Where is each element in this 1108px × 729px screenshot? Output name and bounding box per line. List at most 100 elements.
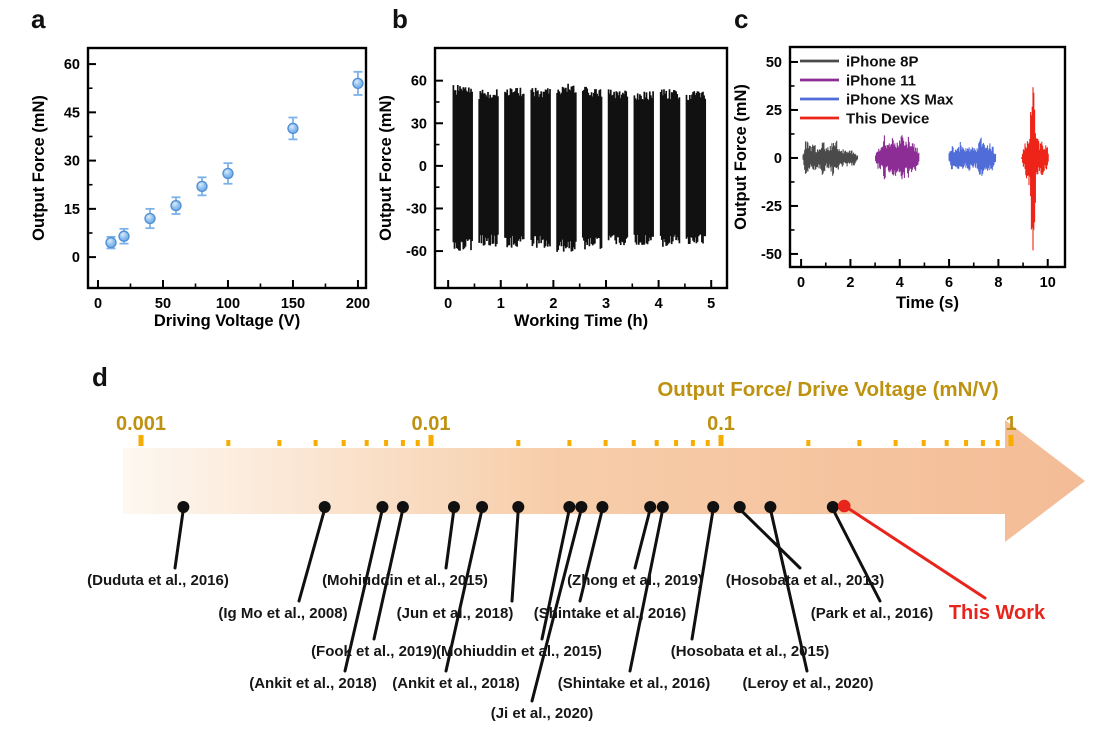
panel-a-y-axis-label: Output Force (mN) (30, 95, 48, 241)
citation-dot (376, 501, 389, 513)
data-point (352, 77, 364, 90)
legend-label: iPhone 8P (846, 54, 919, 71)
leader-lines (173, 505, 987, 703)
panel-c-x-axis-label: Time (s) (896, 294, 959, 312)
svg-text:30: 30 (64, 154, 80, 170)
svg-text:15: 15 (64, 202, 80, 218)
axis-tick-label: 0.1 (707, 413, 735, 435)
svg-text:60: 60 (411, 74, 427, 90)
citation-label: (Mohiuddin et al., 2015) (322, 572, 488, 589)
citation-dot (826, 501, 839, 513)
data-point (222, 167, 234, 180)
svg-text:0: 0 (94, 296, 102, 312)
panel-a-x-axis-label: Driving Voltage (V) (154, 312, 300, 330)
data-point (196, 180, 208, 192)
citation-dot (644, 501, 657, 513)
citation-labels: (Duduta et al., 2016) (Ig Mo et al., 2008… (87, 572, 1046, 722)
svg-text:0: 0 (419, 159, 427, 175)
svg-text:50: 50 (155, 296, 171, 312)
endurance-waveform (452, 83, 707, 252)
trend-arrow-body (123, 448, 1005, 514)
panel-a-frame (86, 46, 368, 290)
svg-text:8: 8 (994, 275, 1002, 291)
svg-text:2: 2 (549, 296, 557, 312)
citation-label: (Ig Mo et al., 2008) (218, 605, 347, 622)
citation-dot (575, 501, 588, 513)
citation-label: (Fook et al., 2019) (311, 643, 437, 660)
axis-tick-label: 1 (1005, 413, 1016, 435)
citation-dot (733, 501, 746, 513)
data-dots (177, 499, 851, 513)
axis-tick-label: 0.01 (412, 413, 451, 435)
citation-dot (318, 501, 331, 513)
svg-text:60: 60 (64, 57, 80, 73)
citation-dot (596, 501, 609, 513)
panel-a-chart: 0 50 100 150 200 0 15 30 45 60 Driving Voltage (V)… (30, 46, 370, 330)
citation-label: (Jun et al., 2018) (397, 605, 514, 622)
panel-label-d: d (92, 362, 108, 392)
citation-label: (Ankit et al., 2018) (392, 675, 520, 692)
citation-label: (Zhong et al., 2019) (567, 572, 703, 589)
this-work-label: This Work (949, 602, 1046, 624)
waveform-iphone-xs-max (948, 137, 997, 176)
waveform-iphone-11 (875, 135, 920, 180)
citation-dot (656, 501, 669, 513)
panel-b-x-axis-label: Working Time (h) (514, 312, 648, 330)
citation-dot (512, 501, 525, 513)
citation-label: (Hosobata et al., 2015) (671, 643, 829, 660)
svg-text:4: 4 (896, 275, 904, 291)
legend-label: iPhone 11 (846, 73, 916, 90)
citation-dot (177, 501, 190, 513)
panel-label-c: c (734, 4, 749, 34)
panel-d-axis-title: Output Force/ Drive Voltage (mN/V) (657, 378, 998, 401)
citation-dot (476, 501, 489, 513)
svg-text:25: 25 (766, 103, 782, 119)
citation-label: (Leroy et al., 2020) (743, 675, 874, 692)
svg-text:4: 4 (655, 296, 663, 312)
legend-label: iPhone XS Max (846, 92, 954, 109)
svg-text:0: 0 (797, 275, 805, 291)
svg-text:2: 2 (846, 275, 854, 291)
panel-a-data-series (105, 70, 364, 250)
legend-label: This Device (846, 111, 929, 128)
svg-text:0: 0 (774, 151, 782, 167)
svg-text:6: 6 (945, 275, 953, 291)
citation-label: (Ji et al., 2020) (491, 705, 594, 722)
data-point (287, 122, 299, 135)
waveform-this-device (1021, 87, 1049, 251)
citation-dot (764, 501, 777, 513)
panel-label-b: b (392, 4, 408, 34)
axis-tick-label: 0.001 (116, 413, 166, 435)
citation-label: (Hosobata et al., 2013) (726, 572, 884, 589)
panel-c-chart: 0 2 4 6 8 10 -50 -25 0 25 50 Time (s) Output Force (… (732, 45, 1067, 312)
svg-text:0: 0 (72, 250, 80, 266)
citation-label: (Ankit et al., 2018) (249, 675, 377, 692)
citation-label: (Park et al., 2016) (811, 605, 934, 622)
data-point (170, 199, 182, 212)
panel-b-y-axis-label: Output Force (mN) (377, 95, 395, 241)
this-work-dot (837, 499, 851, 513)
svg-text:10: 10 (1040, 275, 1056, 291)
svg-text:200: 200 (346, 296, 370, 312)
panel-c-y-axis-label: Output Force (mN) (732, 84, 750, 230)
citation-label: (Duduta et al., 2016) (87, 572, 229, 589)
svg-text:150: 150 (281, 296, 305, 312)
citation-dot (447, 501, 460, 513)
svg-text:50: 50 (766, 55, 782, 71)
svg-text:-50: -50 (761, 247, 782, 263)
data-point (118, 230, 130, 242)
svg-text:-60: -60 (406, 244, 427, 260)
svg-text:-25: -25 (761, 199, 782, 215)
panel-d-chart: Output Force/ Drive Voltage (mN/V) 0.001 0… (87, 378, 1085, 722)
citation-label: (Mohiuddin et al., 2015) (436, 643, 602, 660)
citation-dot (707, 501, 720, 513)
svg-text:1: 1 (497, 296, 505, 312)
svg-text:-30: -30 (406, 201, 427, 217)
panel-c-frame (788, 45, 1067, 269)
citation-dot (396, 501, 409, 513)
data-point (105, 236, 117, 249)
waveform-iphone-8p (802, 140, 859, 176)
panel-b-axes: 0 1 2 3 4 5 -60 -30 0 30 60 (406, 74, 715, 312)
